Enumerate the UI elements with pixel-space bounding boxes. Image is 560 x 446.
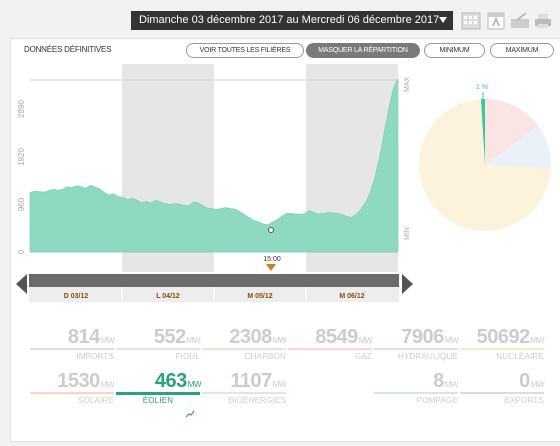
stat-label-solaire[interactable]: SOLAIRE	[77, 396, 114, 405]
pie-slice-hydro	[485, 126, 552, 168]
chevron-down-icon	[439, 17, 447, 23]
y-tick-label: 1920	[17, 148, 26, 166]
stat-unit: MW	[272, 380, 287, 389]
stat-label-nucleaire[interactable]: NUCLÉAIRE	[496, 352, 544, 361]
stat-number: 814	[67, 326, 100, 348]
stat-unit: MW	[187, 380, 202, 389]
cursor-handle[interactable]	[266, 264, 276, 271]
stat-label-exports[interactable]: EXPORTS	[504, 396, 544, 405]
trend-up-icon	[185, 410, 195, 418]
stat-number: 0	[519, 370, 530, 392]
date-range-text: Dimanche 03 décembre 2017 au Mercredi 06…	[139, 14, 440, 26]
production-chart: 0 960 1920 2890 15:00 MAX MIN D 03/12 L 04/1…	[16, 64, 552, 302]
distribution-pie	[419, 98, 552, 231]
stat-label-hydraulique[interactable]: HYDRAULIQUE	[398, 352, 458, 361]
stat-unit: MW	[530, 336, 545, 345]
stat-color-bar	[460, 348, 544, 350]
stat-value-gaz: 8549MW	[288, 326, 372, 349]
stat-label-eolien[interactable]: ÉOLIEN	[142, 396, 174, 405]
stat-value-pompage: 8MW	[374, 370, 458, 393]
stat-value-charbon: 2308MW	[202, 326, 286, 349]
stat-number: 8549	[315, 326, 358, 348]
stat-color-bar	[116, 348, 200, 350]
stat-unit: MW	[100, 336, 115, 345]
calendar-icon[interactable]	[461, 11, 481, 30]
stat-color-bar	[374, 348, 458, 350]
stat-color-bar	[374, 392, 458, 394]
timeline-scrollbar[interactable]	[29, 274, 399, 287]
stat-number: 7906	[401, 326, 444, 348]
stat-value-eolien: 463MW	[117, 370, 202, 393]
pie-slice-wind	[481, 98, 485, 165]
scroll-right-arrow[interactable]	[402, 274, 413, 294]
y-tick-label: 0	[17, 249, 26, 254]
stat-value-fioul: 552MW	[116, 326, 201, 349]
day-label: M 06/12	[339, 293, 364, 300]
stat-unit: MW	[530, 380, 545, 389]
stat-unit: MW	[186, 336, 201, 345]
stat-number: 2308	[229, 326, 272, 348]
stat-number: 1530	[57, 370, 100, 392]
hide-breakdown-button[interactable]: MASQUER LA RÉPARTITION	[306, 43, 420, 58]
y-tick-label: 960	[17, 197, 26, 211]
cursor-time-label: 15:00	[263, 256, 281, 263]
stat-color-bar	[116, 392, 200, 395]
data-status-title: DONNÉES DÉFINITIVES	[24, 45, 112, 54]
stat-value-imports: 814MW	[30, 326, 115, 349]
pie-slice-gas	[485, 99, 538, 165]
stat-label-bioenergies[interactable]: BIOÉNERGIES	[228, 396, 286, 405]
top-bar: Dimanche 03 décembre 2017 au Mercredi 06…	[0, 0, 560, 36]
production-area	[29, 78, 399, 253]
date-range-select[interactable]: Dimanche 03 décembre 2017 au Mercredi 06…	[131, 11, 453, 30]
stat-value-bioenergies: 1107MW	[202, 370, 286, 393]
stat-number: 1107	[230, 370, 272, 392]
stat-unit: MW	[272, 336, 287, 345]
stat-unit: MW	[100, 380, 115, 389]
print-icon[interactable]	[533, 11, 553, 30]
stat-label-pompage[interactable]: POMPAGE	[416, 396, 458, 405]
day-label: D 03/12	[64, 293, 89, 300]
stat-value-nucleaire: 50692MW	[460, 326, 545, 349]
stat-unit: MW	[444, 380, 459, 389]
stat-label-charbon[interactable]: CHARBON	[244, 352, 286, 361]
y-tick-label: 2890	[17, 100, 26, 118]
day-label: M 05/12	[247, 293, 272, 300]
calendar-day-icon[interactable]	[486, 11, 506, 30]
stat-unit: MW	[444, 336, 459, 345]
day-label: L 04/12	[156, 293, 180, 300]
stat-number: 552	[153, 326, 186, 348]
stat-color-bar	[288, 348, 372, 350]
minimum-button[interactable]: MINIMUM	[424, 43, 485, 58]
stat-value-solaire: 1530MW	[30, 370, 114, 393]
max-label: MAX	[404, 77, 411, 93]
stat-label-gaz[interactable]: GAZ	[354, 352, 372, 361]
scroll-left-arrow[interactable]	[16, 274, 27, 294]
stat-number: 8	[433, 370, 444, 392]
min-label: MIN	[404, 227, 411, 240]
stat-number: 463	[154, 370, 187, 392]
stat-color-bar	[460, 392, 544, 394]
stat-label-fioul[interactable]: FIOUL	[175, 352, 200, 361]
stat-unit: MW	[358, 336, 373, 345]
stat-color-bar	[202, 348, 286, 350]
stat-label-imports[interactable]: IMPORTS	[76, 352, 114, 361]
maximum-button[interactable]: MAXIMUM	[490, 43, 554, 58]
view-all-sectors-button[interactable]: VOIR TOUTES LES FILIÈRES	[186, 43, 304, 58]
pie-wind-label: 1 %	[476, 84, 488, 91]
stat-number: 50692	[476, 326, 531, 348]
stat-color-bar	[30, 392, 114, 394]
stat-color-bar	[30, 348, 114, 350]
cursor-point	[268, 227, 274, 233]
stat-color-bar	[202, 392, 286, 394]
stat-value-exports: 0MW	[460, 370, 544, 393]
export-icon[interactable]	[510, 11, 530, 30]
stat-value-hydraulique: 7906MW	[374, 326, 458, 349]
